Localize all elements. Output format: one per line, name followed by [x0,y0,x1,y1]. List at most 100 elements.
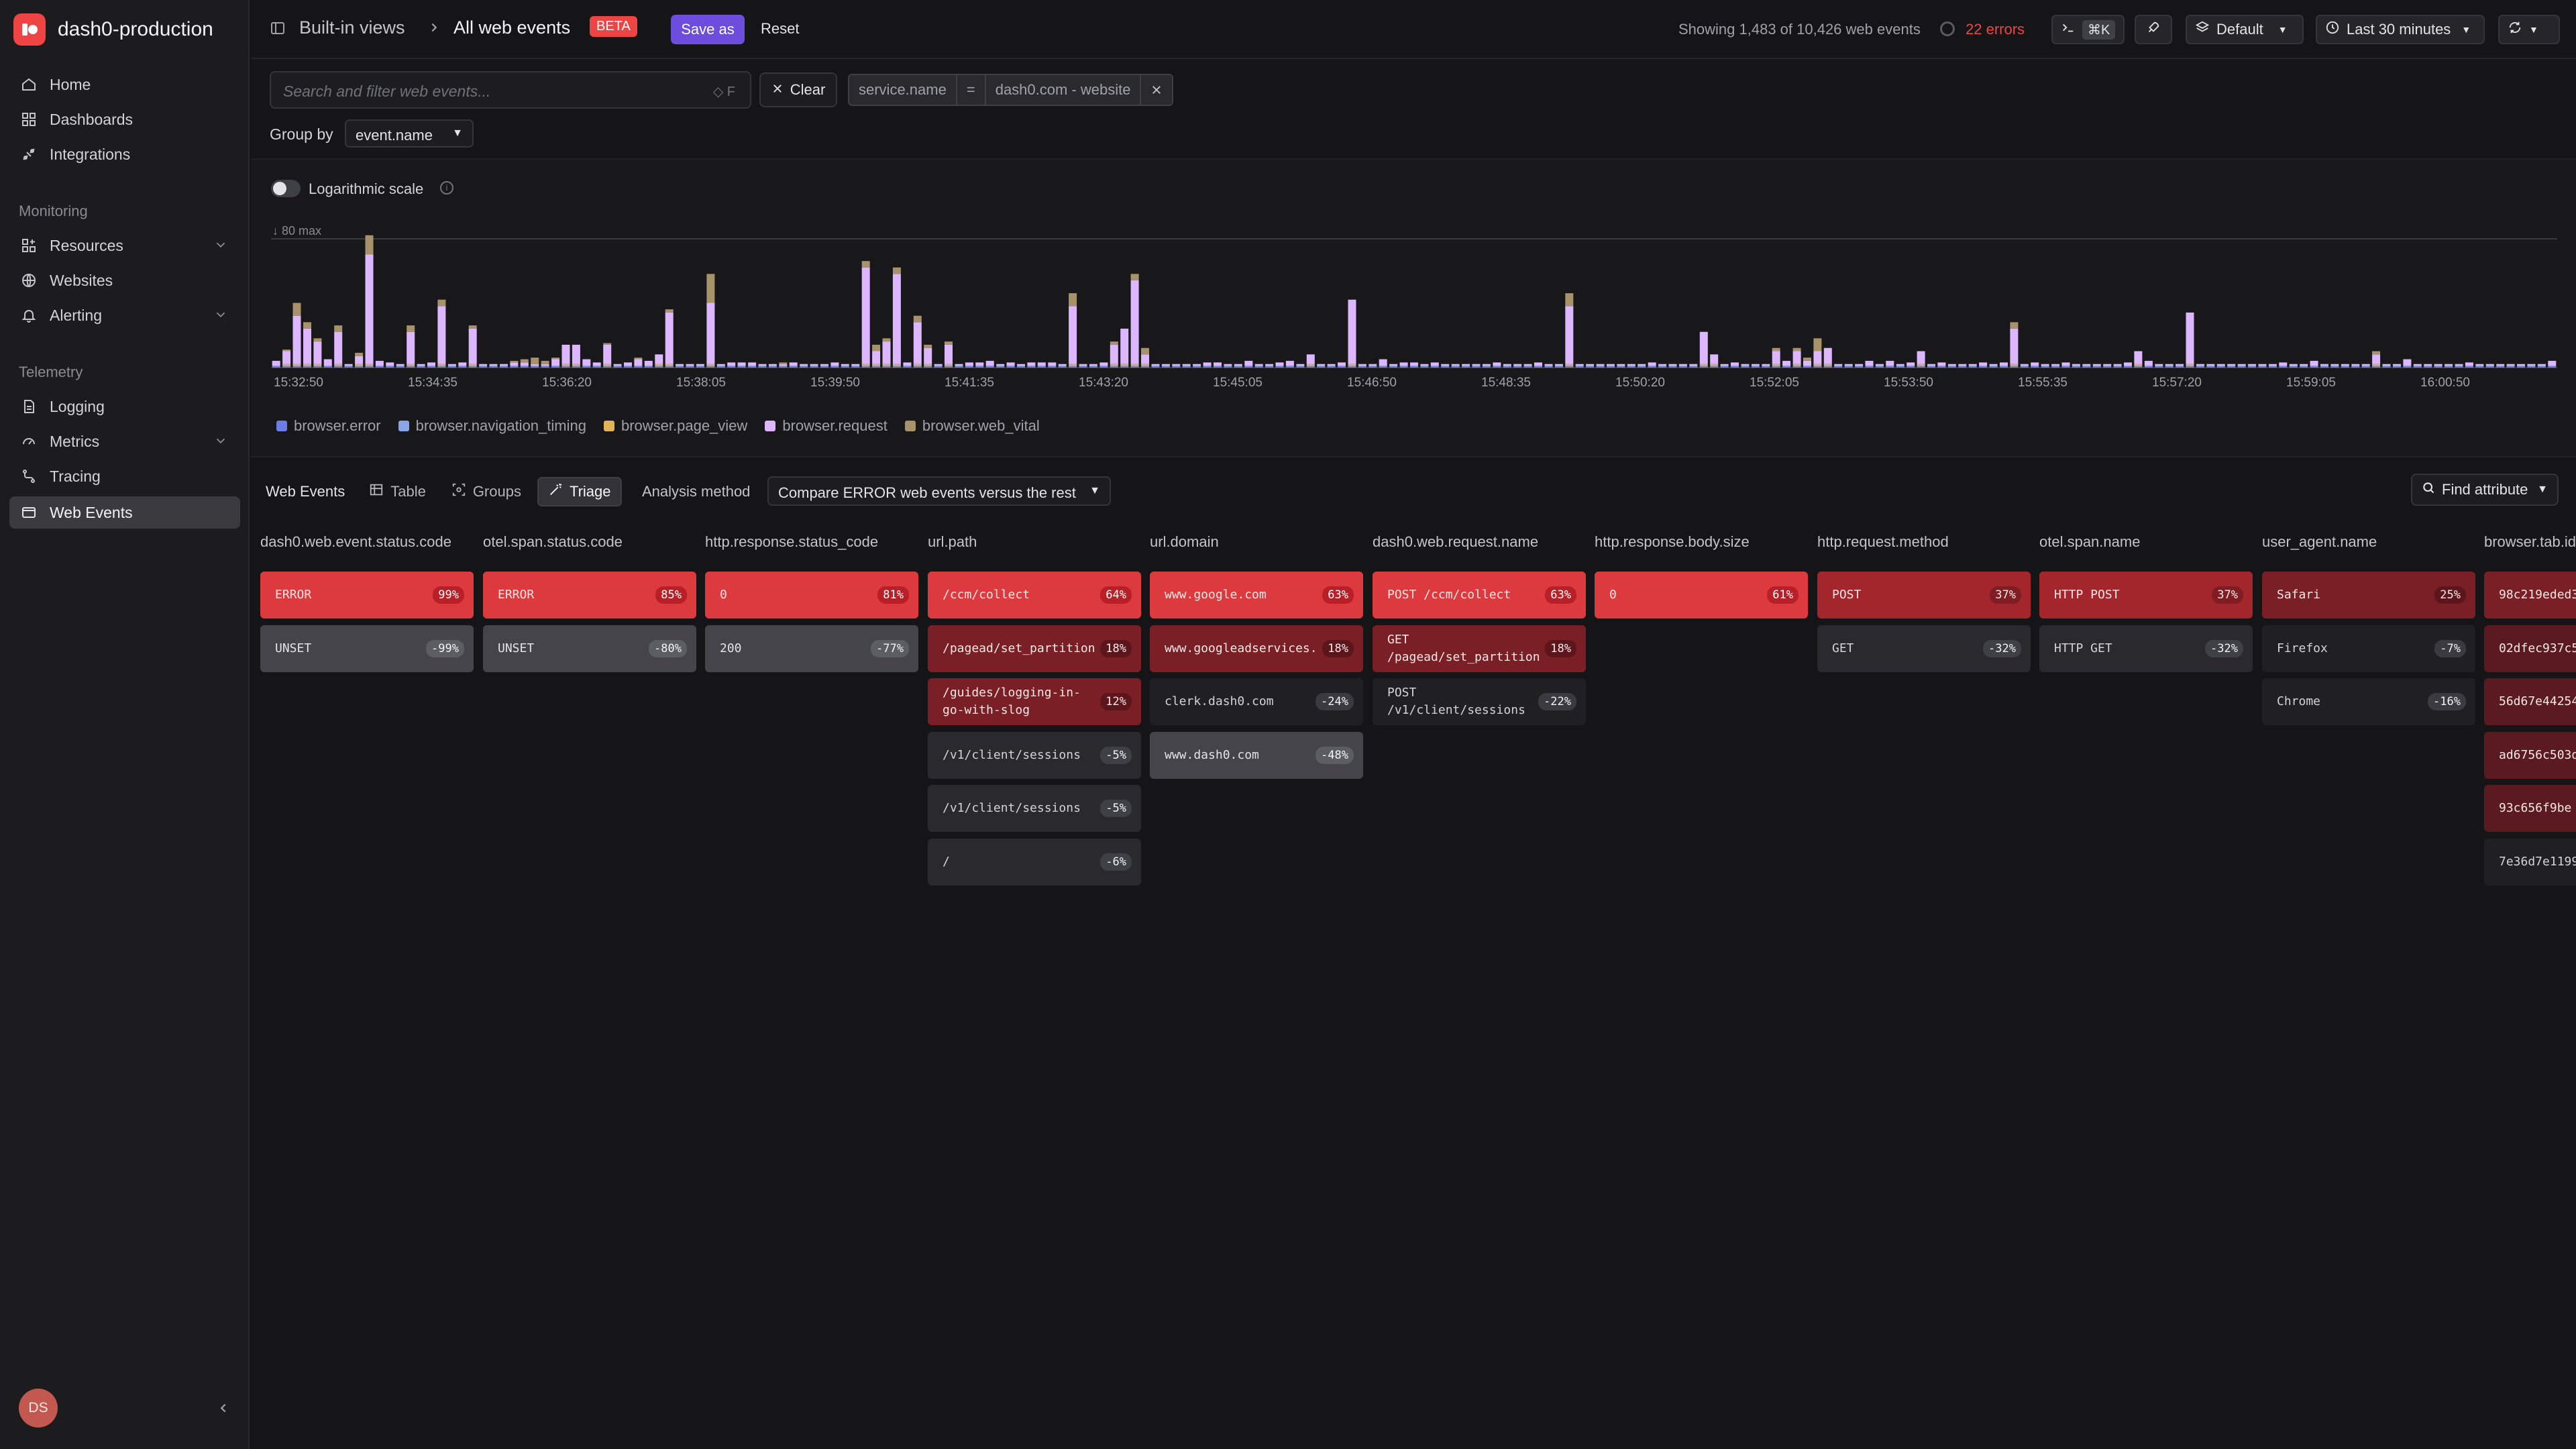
bar-browser-request[interactable] [1110,344,1118,364]
bar-browser-error[interactable] [386,366,394,368]
bar-browser-error[interactable] [1513,366,1522,368]
bar-browser-error[interactable] [975,366,984,368]
bar-browser-request[interactable] [841,364,849,366]
bar-browser-error[interactable] [592,366,601,368]
bar-browser-request[interactable] [2092,364,2101,366]
bar-browser-error[interactable] [1110,366,1118,368]
bar-browser-request[interactable] [2465,362,2473,366]
group-by-select[interactable]: event.name ▼ [345,119,474,148]
bar-browser-request[interactable] [2382,364,2391,366]
bar-browser-error[interactable] [1224,366,1232,368]
bar-browser-request[interactable] [2072,364,2080,366]
bar-browser-web-vital[interactable] [1069,293,1077,307]
bar-browser-error[interactable] [2455,366,2463,368]
bar-browser-error[interactable] [1275,366,1284,368]
bar-browser-request[interactable] [1554,364,1563,366]
bar-browser-error[interactable] [1565,366,1574,368]
bar-browser-request[interactable] [686,364,694,366]
bar-browser-error[interactable] [2372,366,2381,368]
bar-browser-request[interactable] [2485,364,2494,366]
bar-browser-request[interactable] [1338,362,1346,366]
sidebar-item-alerting[interactable]: Alerting [9,299,240,331]
bar-browser-error[interactable] [1699,366,1708,368]
bar-browser-request[interactable] [1523,364,1532,366]
bar-browser-page-view[interactable] [1823,364,1832,366]
bar-browser-error[interactable] [2351,366,2360,368]
bar-browser-error[interactable] [1844,366,1853,368]
bar-browser-request[interactable] [2413,364,2422,366]
bar-browser-request[interactable] [903,362,912,366]
bar-browser-request[interactable] [1896,364,1904,366]
legend-item[interactable]: browser.page_view [603,417,747,435]
bar-browser-web-vital[interactable] [665,309,674,313]
bar-browser-error[interactable] [1161,366,1170,368]
bar-browser-request[interactable] [282,351,291,364]
bar-browser-page-view[interactable] [1306,364,1315,366]
bar-browser-page-view[interactable] [2134,364,2143,366]
column-header[interactable]: otel.span.status.code [483,533,623,550]
bar-browser-error[interactable] [1368,366,1377,368]
bar-browser-error[interactable] [1607,366,1615,368]
bar-browser-error[interactable] [313,366,322,368]
bar-browser-error[interactable] [375,366,384,368]
bar-browser-error[interactable] [1399,366,1408,368]
bar-browser-error[interactable] [924,366,932,368]
bar-browser-request[interactable] [1006,362,1015,366]
column-header[interactable]: http.request.method [1817,533,1949,550]
bar-browser-error[interactable] [1338,366,1346,368]
bar-browser-request[interactable] [945,344,953,364]
bar-browser-request[interactable] [624,362,632,366]
bar-browser-request[interactable] [861,267,870,364]
bar-browser-page-view[interactable] [861,364,870,366]
bar-browser-web-vital[interactable] [407,325,415,332]
bar-browser-error[interactable] [427,366,435,368]
bar-browser-request[interactable] [2144,360,2153,366]
bar-browser-request[interactable] [1099,362,1108,366]
sidebar-item-integrations[interactable]: Integrations [9,138,240,170]
bar-browser-error[interactable] [1627,366,1635,368]
bar-browser-request[interactable] [1493,362,1501,366]
bar-browser-error[interactable] [1079,366,1087,368]
bar-browser-error[interactable] [303,366,311,368]
clear-filters-button[interactable]: Clear [759,72,837,107]
bar-browser-request[interactable] [934,364,943,366]
bar-browser-request[interactable] [955,364,963,366]
bar-browser-error[interactable] [1917,366,1925,368]
bar-browser-error[interactable] [696,366,704,368]
bar-browser-error[interactable] [1958,366,1967,368]
bar-browser-request[interactable] [2248,364,2257,366]
bar-browser-request[interactable] [1306,354,1315,364]
bar-browser-request[interactable] [1741,364,1750,366]
bar-browser-error[interactable] [1751,366,1760,368]
bar-browser-error[interactable] [323,366,332,368]
bar-browser-error[interactable] [706,366,715,368]
bar-browser-request[interactable] [427,362,435,366]
bar-browser-error[interactable] [934,366,943,368]
bar-browser-web-vital[interactable] [913,315,922,323]
bar-browser-error[interactable] [2082,366,2091,368]
bar-browser-request[interactable] [2372,354,2381,364]
bar-browser-error[interactable] [644,366,653,368]
bar-browser-error[interactable] [1306,366,1315,368]
bar-browser-page-view[interactable] [1141,364,1149,366]
bar-browser-error[interactable] [1058,366,1067,368]
bar-browser-request[interactable] [1710,354,1719,364]
bar-browser-request[interactable] [2475,364,2484,366]
bar-browser-error[interactable] [1596,366,1605,368]
bar-browser-request[interactable] [1907,362,1915,366]
bar-browser-request[interactable] [1317,364,1326,366]
bar-browser-request[interactable] [531,364,539,366]
bar-browser-request[interactable] [2424,364,2432,366]
bar-browser-error[interactable] [2403,366,2412,368]
bar-browser-web-vital[interactable] [1130,274,1139,280]
bar-browser-request[interactable] [1855,364,1864,366]
bar-browser-web-vital[interactable] [520,359,529,363]
bar-browser-error[interactable] [282,366,291,368]
bar-browser-request[interactable] [2124,362,2132,366]
bar-browser-web-vital[interactable] [282,350,291,352]
legend-item[interactable]: browser.navigation_timing [398,417,586,435]
bar-browser-error[interactable] [500,366,508,368]
bar-browser-error[interactable] [1451,366,1460,368]
bar-browser-error[interactable] [365,366,374,368]
bar-browser-request[interactable] [1265,364,1274,366]
